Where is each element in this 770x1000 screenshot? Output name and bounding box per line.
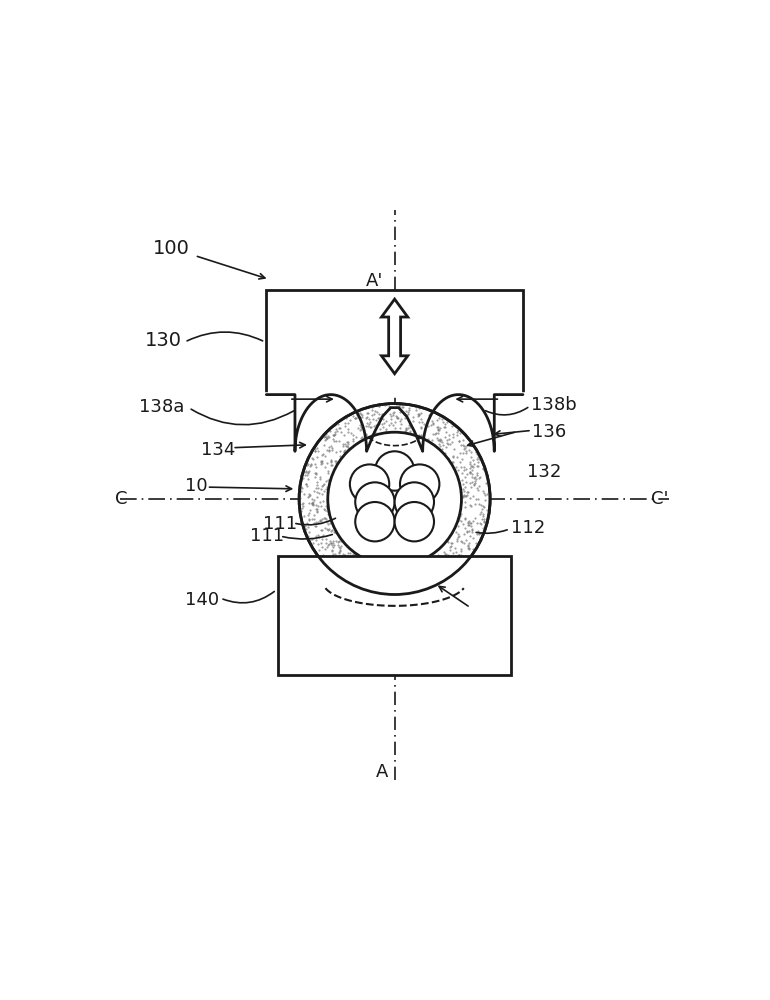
- Text: 111: 111: [250, 527, 284, 545]
- Text: 140: 140: [185, 591, 219, 609]
- Text: 138b: 138b: [531, 396, 577, 414]
- Circle shape: [400, 464, 440, 504]
- Text: 134: 134: [201, 441, 235, 459]
- Text: C: C: [116, 490, 128, 508]
- Circle shape: [355, 482, 394, 522]
- Text: 111: 111: [263, 515, 297, 533]
- Text: A': A': [366, 272, 383, 290]
- Bar: [266, 290, 523, 395]
- Text: 136: 136: [532, 423, 566, 441]
- Text: 112: 112: [511, 519, 545, 537]
- Circle shape: [394, 502, 434, 541]
- Circle shape: [355, 502, 394, 541]
- Circle shape: [394, 482, 434, 522]
- Text: 132: 132: [527, 463, 561, 481]
- Circle shape: [299, 404, 490, 595]
- Text: 100: 100: [153, 239, 190, 258]
- Text: 138a: 138a: [139, 398, 185, 416]
- Text: C': C': [651, 490, 668, 508]
- Polygon shape: [381, 299, 408, 374]
- Circle shape: [350, 464, 390, 504]
- Circle shape: [328, 432, 461, 566]
- Text: 130: 130: [146, 331, 182, 350]
- Text: 10: 10: [185, 477, 207, 495]
- Text: 142: 142: [471, 602, 505, 620]
- Circle shape: [375, 451, 414, 491]
- Bar: [278, 556, 511, 675]
- Text: A: A: [376, 763, 388, 781]
